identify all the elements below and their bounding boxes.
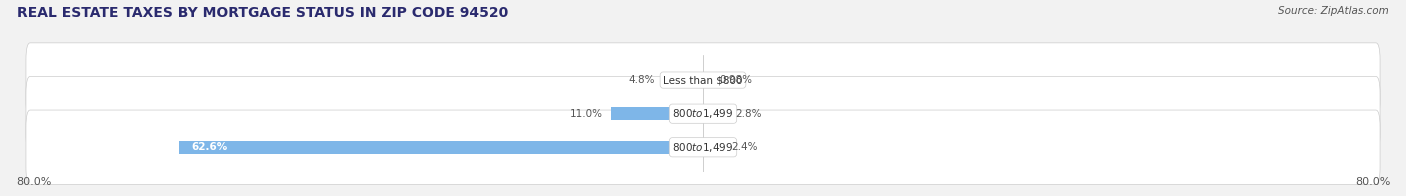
Bar — [179, 141, 703, 154]
Text: 62.6%: 62.6% — [191, 142, 228, 152]
FancyBboxPatch shape — [25, 43, 1381, 117]
FancyBboxPatch shape — [25, 110, 1381, 184]
Text: 2.8%: 2.8% — [735, 109, 761, 119]
Text: Less than $800: Less than $800 — [664, 75, 742, 85]
Bar — [703, 141, 723, 154]
Text: 11.0%: 11.0% — [569, 109, 603, 119]
Text: Source: ZipAtlas.com: Source: ZipAtlas.com — [1278, 6, 1389, 16]
Text: REAL ESTATE TAXES BY MORTGAGE STATUS IN ZIP CODE 94520: REAL ESTATE TAXES BY MORTGAGE STATUS IN … — [17, 6, 508, 20]
Bar — [703, 74, 711, 86]
Bar — [612, 107, 703, 120]
Text: 2.4%: 2.4% — [731, 142, 758, 152]
Text: 0.98%: 0.98% — [720, 75, 752, 85]
FancyBboxPatch shape — [25, 76, 1381, 151]
Bar — [662, 74, 703, 86]
Text: $800 to $1,499: $800 to $1,499 — [672, 107, 734, 120]
Bar — [703, 107, 727, 120]
Text: 4.8%: 4.8% — [628, 75, 654, 85]
Text: $800 to $1,499: $800 to $1,499 — [672, 141, 734, 154]
